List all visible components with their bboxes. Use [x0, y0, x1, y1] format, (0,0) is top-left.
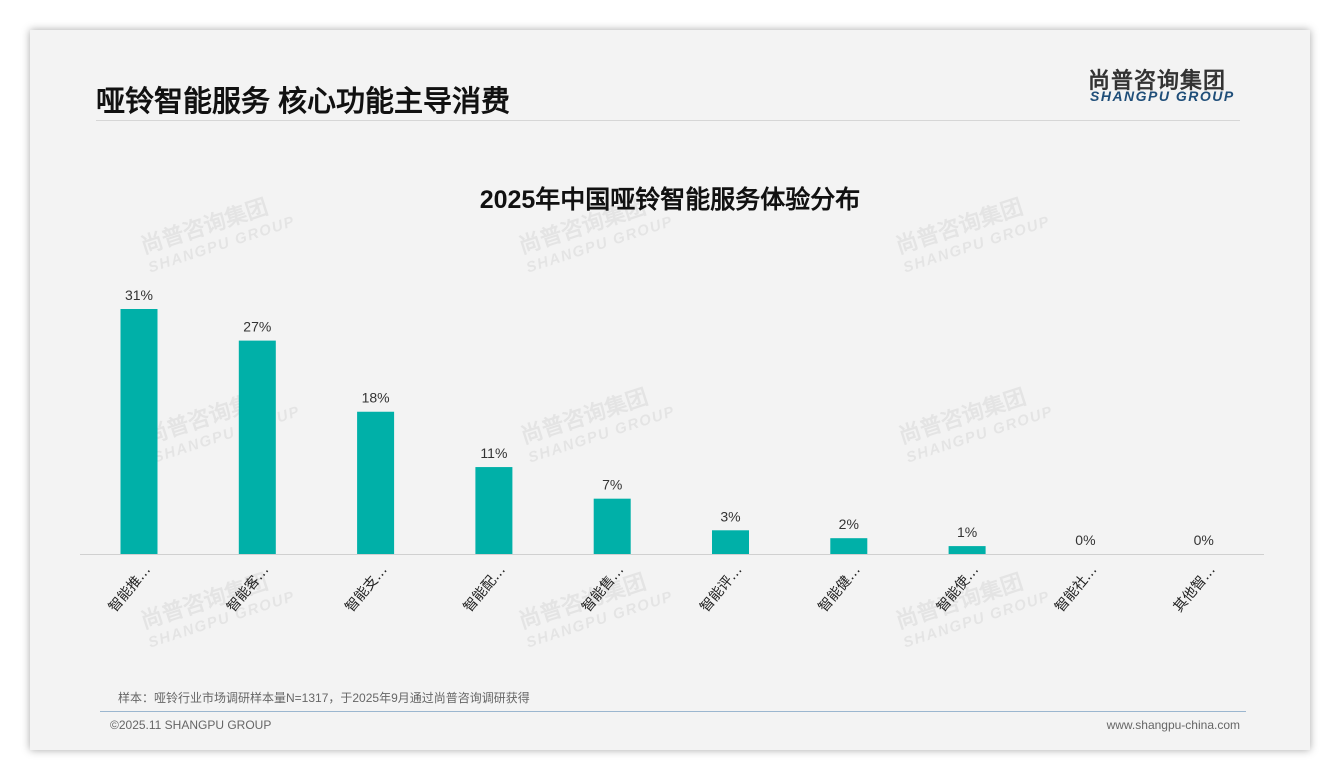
- bar: [238, 340, 276, 554]
- x-tick-label: 其他智…: [1171, 562, 1219, 615]
- data-label: 11%: [480, 445, 507, 461]
- bar: [830, 538, 868, 554]
- divider: [96, 120, 1240, 121]
- data-label: 2%: [839, 516, 859, 532]
- data-label: 3%: [720, 508, 740, 524]
- bar: [593, 498, 631, 554]
- copyright: ©2025.11 SHANGPU GROUP: [110, 718, 272, 732]
- x-tick-label: 智能支…: [342, 562, 390, 615]
- chart-title: 2025年中国哑铃智能服务体验分布: [479, 186, 861, 214]
- data-label: 27%: [243, 319, 271, 335]
- data-label: 1%: [957, 524, 977, 540]
- footer-divider: [100, 711, 1246, 712]
- x-tick-label: 智能评…: [697, 562, 745, 615]
- bar: [120, 309, 158, 554]
- data-label: 18%: [362, 390, 390, 406]
- data-label: 7%: [602, 477, 622, 493]
- bar: [475, 467, 513, 554]
- x-tick-label: 智能客…: [223, 562, 272, 616]
- x-tick-label: 智能推…: [106, 562, 154, 615]
- bar: [357, 411, 395, 554]
- bar: [712, 530, 749, 554]
- x-tick-label: 智能配…: [461, 562, 509, 615]
- sample-note: 样本：哑铃行业市场调研样本量N=1317，于2025年9月通过尚普咨询调研获得: [118, 691, 530, 705]
- website-link[interactable]: www.shangpu-china.com: [1106, 718, 1240, 732]
- bar: [948, 546, 986, 554]
- data-label: 0%: [1075, 532, 1095, 548]
- page-title: 哑铃智能服务 核心功能主导消费: [96, 86, 511, 118]
- x-tick-label: 智能使…: [933, 562, 982, 616]
- x-tick-label: 智能售…: [579, 562, 627, 615]
- x-tick-label: 智能健…: [816, 562, 864, 615]
- data-label: 0%: [1194, 532, 1214, 548]
- x-tick-label: 智能社…: [1052, 562, 1100, 615]
- logo-en: SHANGPU GROUP: [1090, 88, 1235, 104]
- logo-cn: 尚普咨询集团: [1088, 68, 1227, 93]
- data-label: 31%: [125, 287, 153, 303]
